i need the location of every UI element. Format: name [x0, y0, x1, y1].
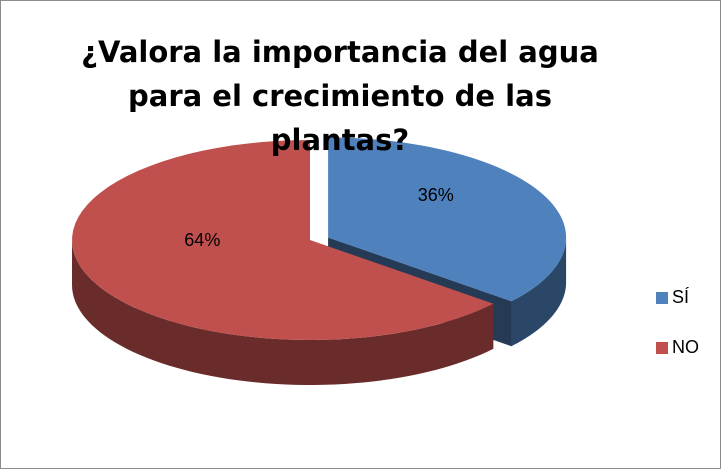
legend-swatch — [656, 342, 668, 354]
legend-label: SÍ — [672, 287, 689, 307]
data-label: 36% — [418, 185, 454, 205]
slice-side — [511, 237, 567, 347]
slice — [328, 137, 567, 302]
legend-label: NO — [672, 337, 699, 357]
legend-swatch — [656, 292, 668, 304]
slice — [72, 140, 494, 340]
data-label: 64% — [184, 230, 220, 250]
chart-title: ¿Valora la importancia del agua para el … — [81, 35, 599, 157]
slice-side — [72, 240, 494, 385]
